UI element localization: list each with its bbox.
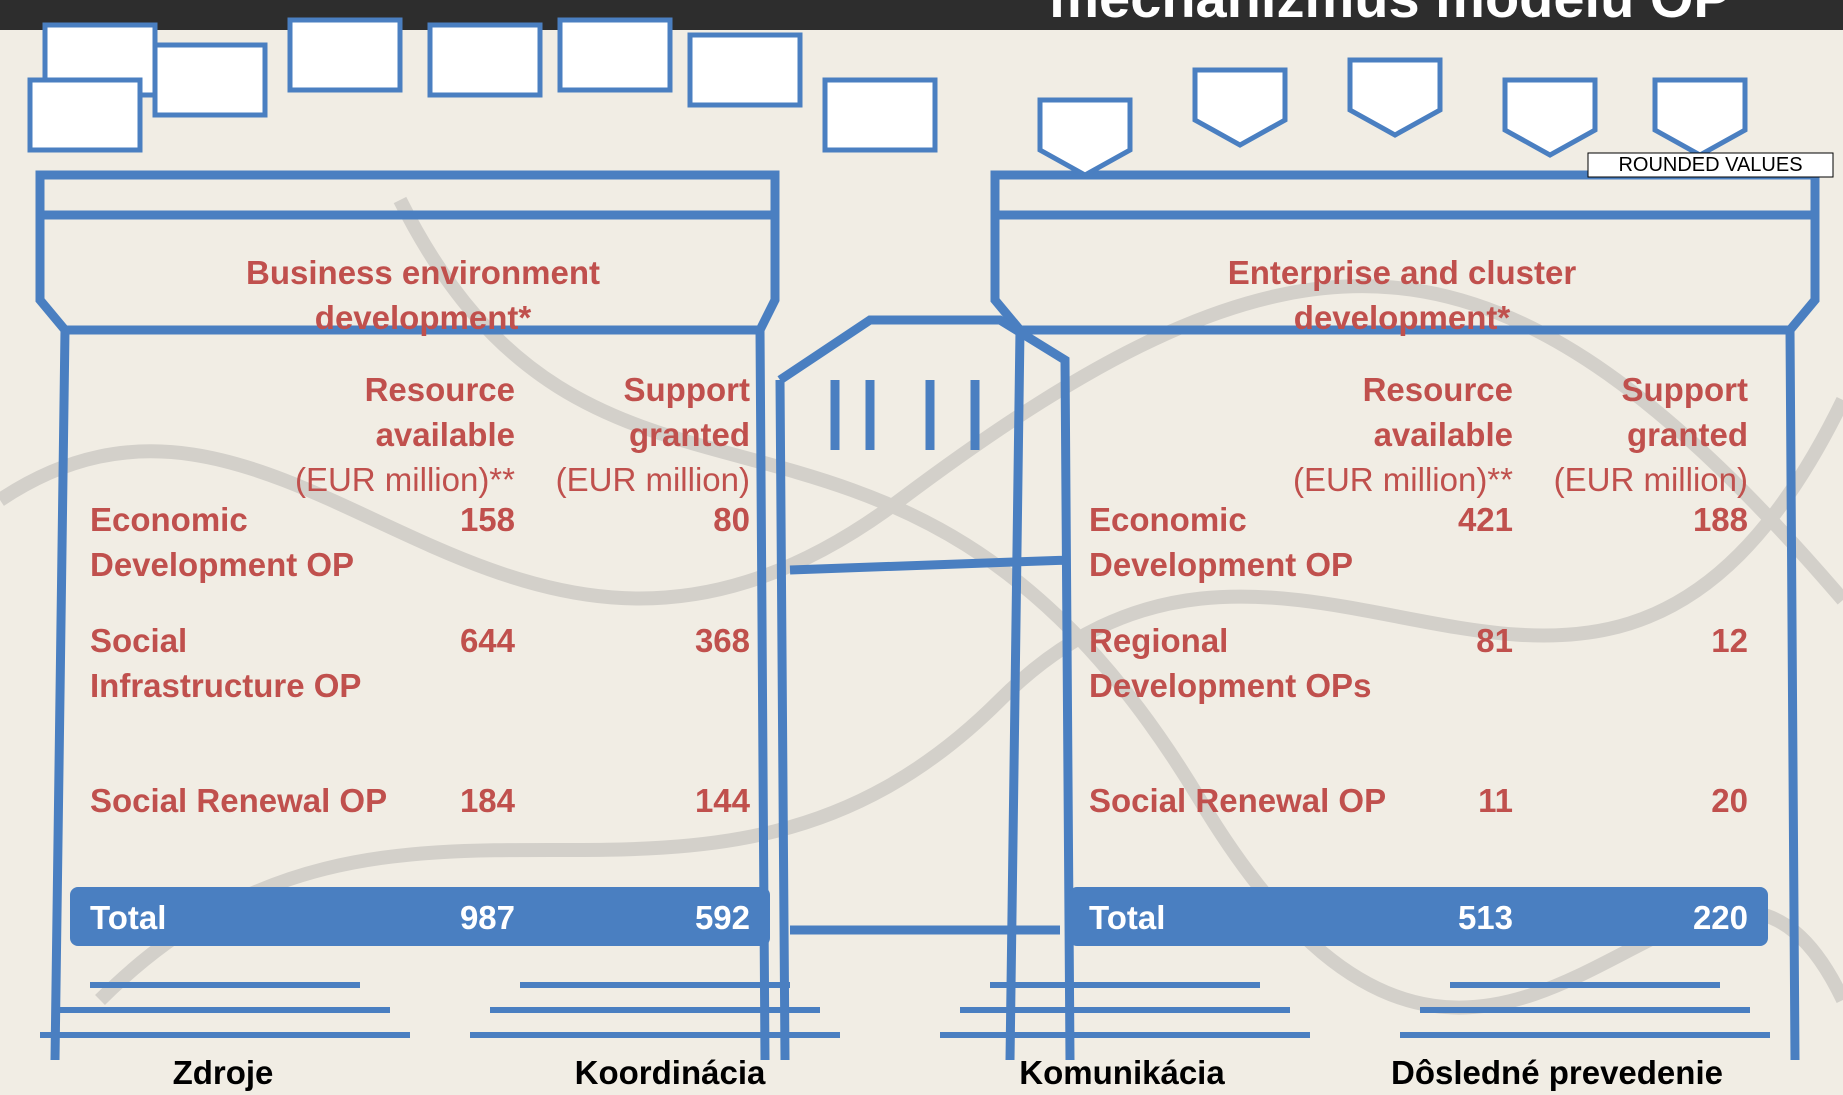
- footer-label: Dôsledné prevedenie: [1391, 1054, 1723, 1091]
- total-label: Total: [1089, 899, 1166, 936]
- total-label: Total: [90, 899, 167, 936]
- row-label: Economic Development OP: [90, 501, 355, 583]
- flags: [27, 17, 1748, 178]
- column-label: Resource available: [1362, 371, 1513, 453]
- total-value: 513: [1457, 899, 1513, 936]
- slide-title: mechanizmus modelu OP: [980, 0, 1800, 26]
- row-label: Economic Development OP: [1089, 501, 1354, 583]
- total-value: 220: [1692, 899, 1748, 936]
- cell: 80: [713, 501, 750, 538]
- towers: [35, 170, 1820, 1061]
- total-value: 987: [459, 899, 515, 936]
- cell: 20: [1711, 782, 1748, 819]
- total-value: 592: [694, 899, 750, 936]
- note: ROUNDED VALUES: [1618, 154, 1803, 176]
- footer-label: Komunikácia: [1019, 1054, 1225, 1091]
- cell: 158: [459, 501, 515, 538]
- cell: 188: [1692, 501, 1748, 538]
- cell: 421: [1457, 501, 1513, 538]
- row-label: Social Renewal OP: [90, 782, 388, 819]
- column-label: Resource available: [364, 371, 515, 453]
- row-label: Regional Development OPs: [1089, 622, 1372, 704]
- panel-title: Enterprise and cluster development*: [1227, 254, 1577, 336]
- cell: 184: [459, 782, 515, 819]
- row-label: Social Infrastructure OP: [90, 622, 362, 704]
- column-label: Support granted: [623, 371, 750, 453]
- cell: 144: [694, 782, 750, 819]
- total-bar: [1069, 887, 1768, 946]
- total-bar: [70, 887, 770, 946]
- note-box: [1587, 152, 1834, 178]
- panel-title: Business environment development*: [246, 254, 600, 336]
- column-unit: (EUR million)**: [1292, 461, 1513, 498]
- column-unit: (EUR million): [555, 461, 750, 498]
- cell: 368: [694, 622, 750, 659]
- cell: 81: [1476, 622, 1513, 659]
- footer-label: Koordinácia: [574, 1054, 766, 1091]
- bricks: [40, 982, 1770, 1038]
- cell: 11: [1478, 782, 1513, 819]
- column-unit: (EUR million)**: [294, 461, 515, 498]
- row-label: Social Renewal OP: [1089, 782, 1387, 819]
- footer-label: Zdroje: [172, 1054, 274, 1091]
- cell: 644: [459, 622, 515, 659]
- column-unit: (EUR million): [1553, 461, 1748, 498]
- column-label: Support granted: [1621, 371, 1748, 453]
- cell: 12: [1711, 622, 1748, 659]
